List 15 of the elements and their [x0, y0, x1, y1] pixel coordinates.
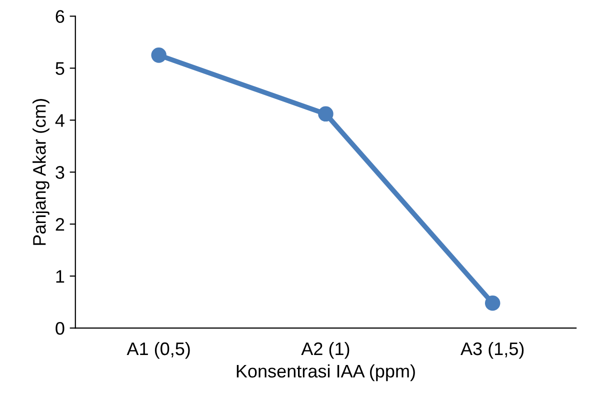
y-tick-label: 3 — [56, 166, 64, 179]
x-tick-label: A2 (1) — [301, 342, 350, 359]
y-axis-title: Panjang Akar (cm) — [32, 98, 50, 245]
x-tick-label: A3 (1,5) — [460, 342, 524, 359]
point — [484, 295, 500, 311]
y-tick-label: 1 — [56, 270, 64, 283]
y-tick-label: 4 — [55, 114, 64, 127]
y-tick-label: 5 — [56, 62, 64, 75]
point — [318, 106, 334, 122]
point — [151, 48, 166, 63]
y-tick-label: 6 — [56, 10, 64, 23]
y-tick-label: 0 — [56, 322, 64, 335]
x-axis-title: Konsentrasi IAA (ppm) — [236, 364, 415, 382]
y-tick-label: 2 — [56, 218, 64, 231]
x-tick-label: A1 (0,5) — [126, 342, 190, 359]
